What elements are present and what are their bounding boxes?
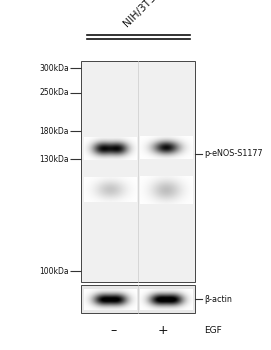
Text: 250kDa: 250kDa: [40, 88, 69, 97]
FancyBboxPatch shape: [81, 285, 195, 313]
Text: –: –: [110, 324, 116, 337]
Text: 100kDa: 100kDa: [40, 267, 69, 276]
Text: NIH/3T3: NIH/3T3: [122, 0, 158, 29]
Text: 300kDa: 300kDa: [39, 64, 69, 73]
Text: p-eNOS-S1177: p-eNOS-S1177: [205, 149, 263, 159]
Text: +: +: [158, 324, 169, 337]
Text: EGF: EGF: [205, 326, 222, 335]
FancyBboxPatch shape: [81, 61, 195, 282]
Text: 130kDa: 130kDa: [40, 155, 69, 164]
Text: 180kDa: 180kDa: [40, 127, 69, 136]
Text: β-actin: β-actin: [205, 295, 233, 304]
